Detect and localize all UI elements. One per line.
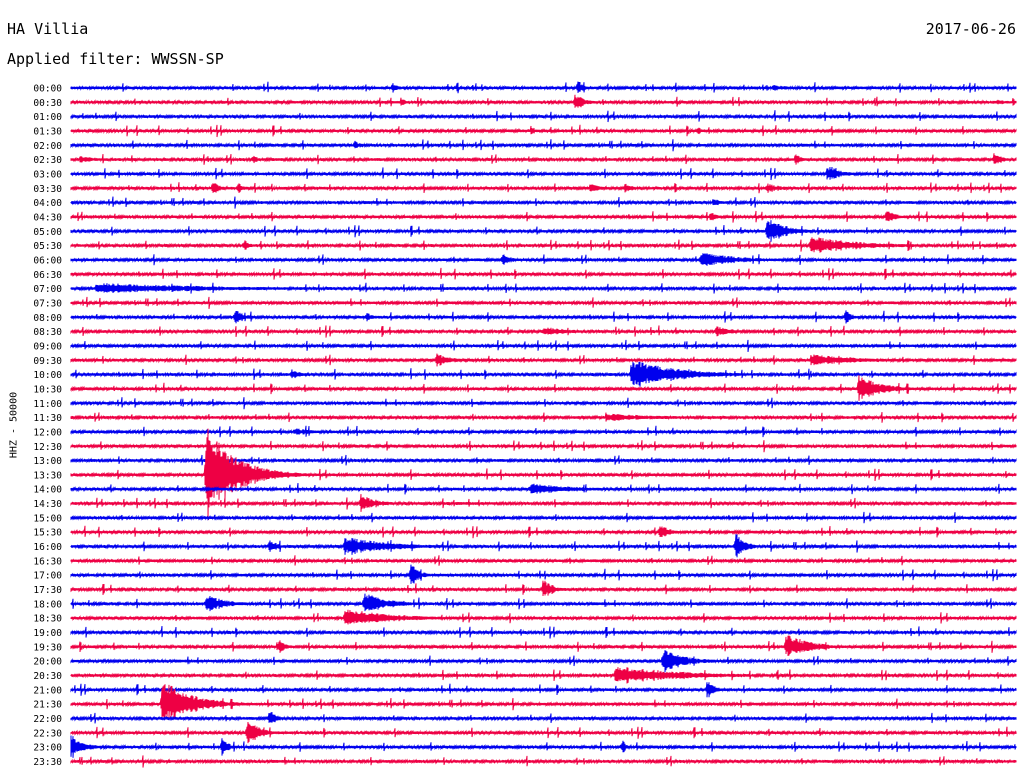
- tick-label-1530: 15:30: [33, 528, 62, 539]
- trace-1930: [70, 635, 1017, 657]
- tick-label-1300: 13:00: [33, 456, 62, 467]
- tick-label-2130: 21:30: [33, 700, 62, 711]
- trace-1800: [70, 593, 1017, 612]
- tick-label-2200: 22:00: [33, 714, 62, 725]
- tick-label-1930: 19:30: [33, 642, 62, 653]
- tick-label-0200: 02:00: [33, 141, 62, 152]
- tick-label-0300: 03:00: [33, 169, 62, 180]
- tick-label-0630: 06:30: [33, 270, 62, 281]
- tick-label-0130: 01:30: [33, 126, 62, 137]
- tick-label-0230: 02:30: [33, 155, 62, 166]
- tick-label-0930: 09:30: [33, 356, 62, 367]
- tick-label-1030: 10:30: [33, 384, 62, 395]
- tick-label-0830: 08:30: [33, 327, 62, 338]
- station-name: HA Villia: [7, 20, 89, 38]
- trace-group: [70, 81, 1017, 768]
- tick-label-2030: 20:30: [33, 671, 62, 682]
- tick-label-0030: 00:30: [33, 98, 62, 109]
- tick-label-0730: 07:30: [33, 298, 62, 309]
- tick-label-1130: 11:30: [33, 413, 62, 424]
- tick-label-1830: 18:30: [33, 614, 62, 625]
- applied-filter: Applied filter: WWSSN-SP: [7, 50, 224, 68]
- tick-label-1000: 10:00: [33, 370, 62, 381]
- tick-label-0900: 09:00: [33, 341, 62, 352]
- tick-label-0000: 00:00: [33, 84, 62, 95]
- tick-label-1500: 15:00: [33, 513, 62, 524]
- tick-label-0500: 05:00: [33, 227, 62, 238]
- tick-labels: 00:00 00:30 01:00 01:30 02:00 02:30 03:00 03:30…: [33, 84, 62, 769]
- trace-1730: [70, 580, 1017, 597]
- tick-label-0800: 08:00: [33, 313, 62, 324]
- tick-label-1400: 14:00: [33, 485, 62, 496]
- record-date: 2017-06-26: [925, 20, 1016, 38]
- trace-1600: [70, 534, 1017, 558]
- tick-label-1430: 14:30: [33, 499, 62, 510]
- tick-label-1330: 13:30: [33, 470, 62, 481]
- tick-label-1100: 11:00: [33, 399, 62, 410]
- tick-label-1700: 17:00: [33, 571, 62, 582]
- tick-label-2230: 22:30: [33, 728, 62, 739]
- tick-label-2330: 23:30: [33, 757, 62, 768]
- tick-label-0600: 06:00: [33, 255, 62, 266]
- tick-label-1600: 16:00: [33, 542, 62, 553]
- tick-label-2100: 21:00: [33, 685, 62, 696]
- tick-label-0400: 04:00: [33, 198, 62, 209]
- tick-label-0100: 01:00: [33, 112, 62, 123]
- tick-label-1900: 19:00: [33, 628, 62, 639]
- tick-label-1200: 12:00: [33, 427, 62, 438]
- trace-0030: [70, 94, 1017, 108]
- tick-label-2300: 23:00: [33, 743, 62, 754]
- trace-1030: [70, 375, 1017, 401]
- tick-label-1630: 16:30: [33, 556, 62, 567]
- trace-1830: [70, 609, 1017, 625]
- tick-label-0530: 05:30: [33, 241, 62, 252]
- tick-label-0330: 03:30: [33, 184, 62, 195]
- tick-label-1730: 17:30: [33, 585, 62, 596]
- tick-label-1800: 18:00: [33, 599, 62, 610]
- tick-label-1230: 12:30: [33, 442, 62, 453]
- tick-label-0700: 07:00: [33, 284, 62, 295]
- trace-1900: [70, 626, 1017, 639]
- tick-label-2000: 20:00: [33, 657, 62, 668]
- tick-label-0430: 04:30: [33, 212, 62, 223]
